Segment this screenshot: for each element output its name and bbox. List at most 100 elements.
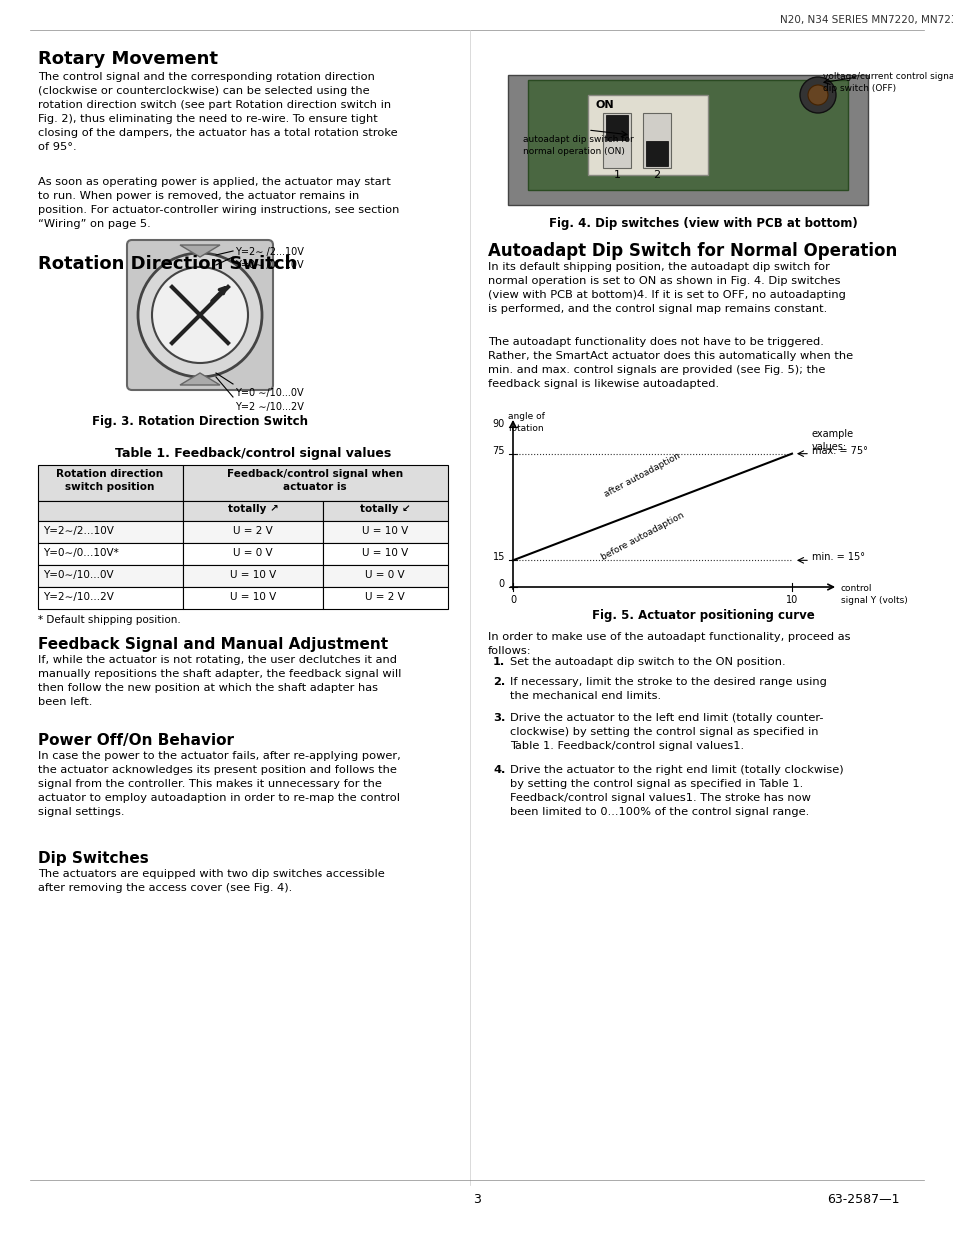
Text: Dip Switches: Dip Switches [38, 851, 149, 866]
Bar [38, 543, 183, 564]
Text: Y=0∼ /0...10V: Y=0∼ /0...10V [234, 261, 303, 270]
Bar [507, 75, 867, 205]
Text: U = 2 V: U = 2 V [365, 592, 404, 601]
Text: max. = 75°: max. = 75° [811, 446, 867, 456]
Text: In case the power to the actuator fails, after re-applying power,
the actuator a: In case the power to the actuator fails,… [38, 751, 400, 818]
Text: U = 0 V: U = 0 V [365, 571, 404, 580]
Bar [38, 501, 183, 521]
Bar [183, 521, 323, 543]
Text: U = 10 V: U = 10 V [230, 571, 275, 580]
Text: 2: 2 [653, 170, 659, 180]
Text: If, while the actuator is not rotating, the user declutches it and
manually repo: If, while the actuator is not rotating, … [38, 655, 401, 706]
Text: 10: 10 [785, 595, 798, 605]
Text: ON: ON [596, 100, 614, 110]
Text: Fig. 3. Rotation Direction Switch: Fig. 3. Rotation Direction Switch [91, 415, 308, 429]
Text: U = 10 V: U = 10 V [361, 548, 408, 558]
Bar [38, 521, 183, 543]
Bar [323, 501, 448, 521]
Bar [323, 564, 448, 587]
Text: totally ↙: totally ↙ [359, 504, 410, 514]
Text: Table 1. Feedback/control signal values: Table 1. Feedback/control signal values [114, 447, 391, 459]
Text: 63-2587—1: 63-2587—1 [826, 1193, 899, 1207]
Text: Set the autoadapt dip switch to the ON position.: Set the autoadapt dip switch to the ON p… [510, 657, 785, 667]
Text: 3: 3 [473, 1193, 480, 1207]
Text: U = 2 V: U = 2 V [233, 526, 273, 536]
Bar [183, 587, 323, 609]
Bar [642, 112, 670, 168]
Text: 15: 15 [492, 552, 504, 562]
Text: Y=2∼/10...2V: Y=2∼/10...2V [43, 592, 113, 601]
Text: control
signal Y (volts): control signal Y (volts) [841, 584, 907, 605]
Circle shape [807, 85, 827, 105]
Bar [323, 521, 448, 543]
Text: before autoadaption: before autoadaption [598, 511, 684, 562]
Bar [183, 543, 323, 564]
Text: Feedback/control signal when
actuator is: Feedback/control signal when actuator is [227, 469, 402, 493]
Text: * Default shipping position.: * Default shipping position. [38, 615, 180, 625]
Text: 4.: 4. [493, 764, 505, 776]
Text: min. = 15°: min. = 15° [811, 552, 864, 562]
Text: 1: 1 [613, 170, 619, 180]
Bar [645, 141, 667, 165]
Text: Rotation Direction Switch: Rotation Direction Switch [38, 254, 297, 273]
Text: Rotary Movement: Rotary Movement [38, 49, 218, 68]
Bar [602, 112, 630, 168]
Circle shape [152, 267, 248, 363]
Text: example
values:: example values: [811, 429, 853, 452]
Text: Drive the actuator to the right end limit (totally clockwise)
by setting the con: Drive the actuator to the right end limi… [510, 764, 842, 818]
Bar [527, 80, 847, 190]
Text: Fig. 5. Actuator positioning curve: Fig. 5. Actuator positioning curve [591, 609, 814, 622]
Text: Y=2∼/2...10V: Y=2∼/2...10V [43, 526, 113, 536]
Text: The autoadapt functionality does not have to be triggered.
Rather, the SmartAct : The autoadapt functionality does not hav… [488, 337, 852, 389]
Text: U = 0 V: U = 0 V [233, 548, 273, 558]
Bar [323, 543, 448, 564]
Bar [183, 564, 323, 587]
Text: As soon as operating power is applied, the actuator may start
to run. When power: As soon as operating power is applied, t… [38, 177, 399, 228]
Text: Y=0 ∼/10...0V: Y=0 ∼/10...0V [234, 388, 303, 398]
Text: after autoadaption: after autoadaption [602, 451, 681, 499]
Text: 1.: 1. [493, 657, 505, 667]
Polygon shape [180, 373, 220, 385]
Bar [605, 115, 627, 140]
Text: 2.: 2. [493, 677, 505, 687]
Text: N20, N34 SERIES MN7220, MN7234: N20, N34 SERIES MN7220, MN7234 [780, 15, 953, 25]
Bar [183, 466, 448, 501]
Text: Rotation direction
switch position: Rotation direction switch position [56, 469, 163, 493]
Text: Y=2∼ /2...10V: Y=2∼ /2...10V [234, 247, 304, 257]
Text: The actuators are equipped with two dip switches accessible
after removing the a: The actuators are equipped with two dip … [38, 869, 384, 893]
Text: Feedback Signal and Manual Adjustment: Feedback Signal and Manual Adjustment [38, 637, 388, 652]
Bar [38, 466, 183, 501]
Text: 0: 0 [498, 579, 504, 589]
Bar [323, 587, 448, 609]
Text: angle of
rotation: angle of rotation [507, 412, 544, 432]
Text: U = 10 V: U = 10 V [230, 592, 275, 601]
Text: 3.: 3. [493, 713, 505, 722]
Text: Y=2 ∼/10...2V: Y=2 ∼/10...2V [234, 403, 304, 412]
Text: Autoadapt Dip Switch for Normal Operation: Autoadapt Dip Switch for Normal Operatio… [488, 242, 897, 261]
Bar [587, 95, 707, 175]
Text: 0: 0 [510, 595, 516, 605]
Text: Y=0∼/0...10V*: Y=0∼/0...10V* [43, 548, 118, 558]
Text: Power Off/On Behavior: Power Off/On Behavior [38, 734, 233, 748]
FancyBboxPatch shape [127, 240, 273, 390]
Bar [38, 564, 183, 587]
Text: autoadapt dip switch for
normal operation (ON): autoadapt dip switch for normal operatio… [522, 135, 633, 156]
Bar [38, 587, 183, 609]
Circle shape [138, 253, 262, 377]
Text: U = 10 V: U = 10 V [361, 526, 408, 536]
Text: In its default shipping position, the autoadapt dip switch for
normal operation : In its default shipping position, the au… [488, 262, 845, 314]
Text: totally ↗: totally ↗ [228, 504, 278, 514]
Text: If necessary, limit the stroke to the desired range using
the mechanical end lim: If necessary, limit the stroke to the de… [510, 677, 826, 701]
Text: In order to make use of the autoadapt functionality, proceed as
follows:: In order to make use of the autoadapt fu… [488, 632, 850, 656]
Text: Drive the actuator to the left end limit (totally counter-
clockwise) by setting: Drive the actuator to the left end limit… [510, 713, 822, 751]
Circle shape [800, 77, 835, 112]
Text: voltage/current control signal
dip switch (OFF): voltage/current control signal dip switc… [822, 72, 953, 93]
Text: 75: 75 [492, 446, 504, 456]
Bar [513, 427, 822, 587]
Text: Fig. 4. Dip switches (view with PCB at bottom): Fig. 4. Dip switches (view with PCB at b… [548, 217, 857, 230]
Polygon shape [180, 245, 220, 257]
Text: The control signal and the corresponding rotation direction
(clockwise or counte: The control signal and the corresponding… [38, 72, 397, 152]
Text: 90: 90 [493, 419, 504, 429]
Bar [183, 501, 323, 521]
Text: Y=0∼/10...0V: Y=0∼/10...0V [43, 571, 113, 580]
